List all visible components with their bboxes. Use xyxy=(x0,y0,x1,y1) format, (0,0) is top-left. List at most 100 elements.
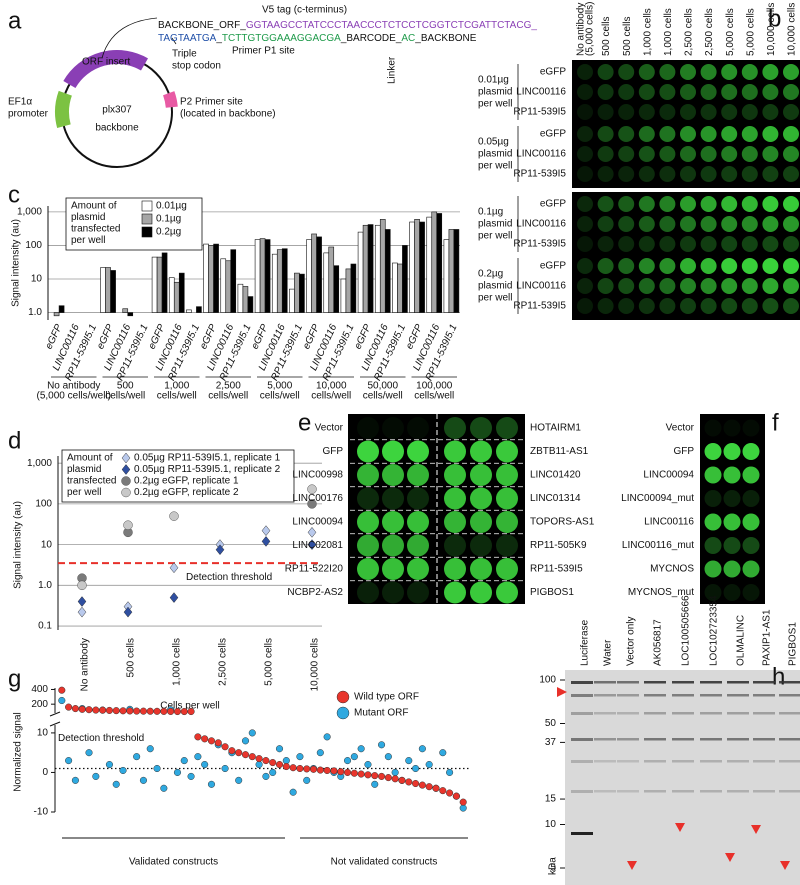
annotation: EF1α xyxy=(8,97,32,108)
row-label: RP11-505K9 xyxy=(530,540,587,551)
legend-marker xyxy=(121,476,131,486)
point xyxy=(201,760,209,769)
legend-title: Amount of xyxy=(71,201,117,212)
well xyxy=(470,558,492,580)
bar xyxy=(379,219,386,313)
y-tick-label: 1,000 xyxy=(27,458,52,469)
band xyxy=(753,760,775,763)
threshold-label: Detection threshold xyxy=(58,733,144,744)
annotation: V5 tag (c-terminus) xyxy=(262,5,347,16)
column-label: 2,500 cells xyxy=(684,8,695,56)
panel-letter: g xyxy=(8,665,21,692)
point xyxy=(133,753,141,761)
point xyxy=(160,784,168,792)
group-label: Validated constructs xyxy=(129,857,218,868)
well xyxy=(680,64,696,80)
row-label: LINC00116 xyxy=(516,281,566,292)
column-label: 5,000 cells xyxy=(745,8,756,56)
well xyxy=(444,417,466,439)
band xyxy=(753,681,775,684)
band xyxy=(700,738,722,741)
group-label: cells/well xyxy=(414,391,454,402)
point xyxy=(139,707,147,715)
well xyxy=(444,440,466,463)
p2-arc xyxy=(163,91,178,108)
well xyxy=(700,64,717,80)
bar xyxy=(426,216,433,313)
well xyxy=(783,278,799,294)
point xyxy=(169,562,179,574)
well xyxy=(721,84,738,100)
group-label: (5,000 cells/well) xyxy=(37,391,111,402)
well xyxy=(700,196,717,212)
bar xyxy=(127,312,134,317)
well xyxy=(638,84,655,100)
legend-label: 0.2µg eGFP, replicate 2 xyxy=(134,487,239,498)
well xyxy=(741,146,758,162)
well xyxy=(618,258,635,274)
well xyxy=(382,487,404,510)
point xyxy=(228,747,236,755)
well xyxy=(741,84,758,100)
column-label: No antibody xyxy=(576,3,587,56)
well xyxy=(496,487,518,510)
bar xyxy=(384,229,391,313)
well xyxy=(407,464,429,486)
row-label: RP11-539I5 xyxy=(513,239,566,250)
point xyxy=(371,780,379,788)
well xyxy=(783,126,799,142)
group-label: per well xyxy=(478,293,512,304)
orf-arc xyxy=(63,50,148,89)
group-label: 10,000 xyxy=(316,381,347,392)
bar xyxy=(276,249,283,313)
band xyxy=(727,712,749,715)
panel-letter: c xyxy=(8,181,20,208)
point xyxy=(275,745,284,753)
band xyxy=(700,681,722,684)
leader-line xyxy=(171,37,177,45)
plasmid-name: backbone xyxy=(95,123,139,134)
point xyxy=(58,696,66,705)
group-label: per well xyxy=(478,231,512,242)
bar xyxy=(299,273,305,313)
ladder-label: 50 xyxy=(545,718,557,729)
well xyxy=(762,104,779,120)
point xyxy=(187,772,195,780)
well xyxy=(357,464,379,486)
group-label: plasmid xyxy=(478,219,512,230)
point xyxy=(275,760,284,769)
well xyxy=(741,166,758,182)
group-label: cells/well xyxy=(311,391,351,402)
point xyxy=(194,733,202,741)
well xyxy=(496,417,518,439)
column-label: 500 cells xyxy=(622,17,633,56)
well xyxy=(741,236,758,252)
row-label: GFP xyxy=(322,446,343,457)
well xyxy=(723,537,741,554)
bar xyxy=(328,246,335,313)
well xyxy=(618,84,635,100)
point xyxy=(330,767,338,775)
group-label: 0.01µg xyxy=(478,75,509,86)
band xyxy=(672,712,694,715)
well xyxy=(704,419,722,437)
well xyxy=(638,146,655,162)
legend-title: plasmid xyxy=(71,212,105,223)
point xyxy=(282,757,290,765)
band xyxy=(727,760,749,763)
point xyxy=(384,774,392,782)
well xyxy=(721,236,738,252)
point xyxy=(418,781,426,789)
point xyxy=(316,766,324,774)
row-label: LINC00116 xyxy=(516,219,566,230)
well xyxy=(680,258,696,274)
bar xyxy=(271,253,278,313)
well xyxy=(382,581,404,604)
arrowhead xyxy=(627,861,637,870)
legend-marker xyxy=(121,464,131,475)
bar xyxy=(367,224,374,313)
point xyxy=(194,753,202,761)
sequence-part: TCTTGTGGAAAGGACGA xyxy=(222,33,341,44)
well xyxy=(597,104,614,120)
well xyxy=(659,258,676,274)
